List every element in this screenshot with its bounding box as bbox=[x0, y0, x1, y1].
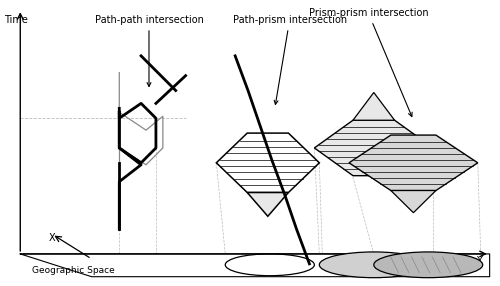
Ellipse shape bbox=[320, 252, 428, 278]
Polygon shape bbox=[216, 133, 320, 192]
Ellipse shape bbox=[374, 252, 482, 278]
Text: Y: Y bbox=[476, 256, 482, 266]
Text: Prism-prism intersection: Prism-prism intersection bbox=[308, 8, 428, 116]
Text: Geographic Space: Geographic Space bbox=[32, 266, 115, 275]
Polygon shape bbox=[353, 92, 395, 120]
Polygon shape bbox=[391, 190, 436, 213]
Text: Path-prism intersection: Path-prism intersection bbox=[232, 15, 346, 104]
Text: Time: Time bbox=[4, 15, 28, 25]
Polygon shape bbox=[247, 192, 288, 216]
Polygon shape bbox=[349, 135, 478, 190]
Text: X: X bbox=[49, 233, 56, 243]
Polygon shape bbox=[314, 120, 433, 176]
Polygon shape bbox=[20, 254, 490, 277]
Text: Path-path intersection: Path-path intersection bbox=[94, 15, 204, 86]
